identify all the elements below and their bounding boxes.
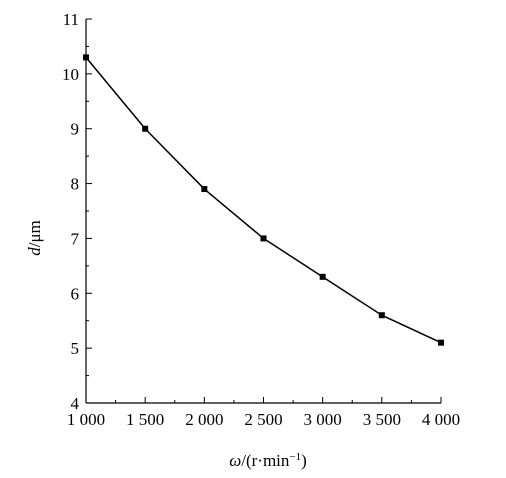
x-axis-label-close: ): [301, 451, 307, 470]
series-group: [83, 54, 444, 346]
data-point: [83, 54, 89, 61]
data-point: [260, 235, 267, 242]
x-axis-label-unit: /(r·min: [241, 451, 290, 470]
x-tick-label: 1 500: [126, 410, 164, 429]
y-axis-label: d/μm: [25, 220, 44, 256]
series-line: [85, 56, 442, 344]
y-tick-label: 9: [71, 120, 80, 139]
x-tick-label: 3 500: [363, 410, 401, 429]
data-point: [142, 125, 149, 132]
y-tick-label: 10: [62, 65, 79, 84]
x-axis-label-exponent: −1: [289, 451, 301, 463]
axes: [85, 19, 441, 404]
data-point: [319, 273, 326, 280]
y-tick-label: 6: [71, 284, 80, 303]
y-tick-label: 4: [71, 394, 80, 413]
x-tick-label: 4 000: [422, 410, 460, 429]
y-axis-label-unit: /μm: [25, 220, 44, 247]
x-tick-label: 1 000: [67, 410, 105, 429]
data-point: [378, 312, 385, 319]
x-tick-label: 3 000: [304, 410, 342, 429]
x-tick-label: 2 500: [244, 410, 282, 429]
y-tick-label: 5: [71, 339, 80, 358]
x-tick-label: 2 000: [185, 410, 223, 429]
data-point: [438, 339, 444, 346]
x-axis-label-symbol: ω: [229, 451, 241, 470]
y-tick-label: 11: [63, 10, 79, 29]
y-tick-label: 8: [71, 175, 80, 194]
x-axis-label: ω/(r·min−1): [229, 451, 307, 470]
y-axis-label-symbol: d: [25, 247, 44, 256]
y-tick-label: 7: [71, 229, 80, 248]
ticks: 4 5 6 7 8 9 10 11 1 000 1 500 2 000 2 500 3 000 3 500…: [62, 10, 460, 429]
data-point: [201, 186, 208, 193]
